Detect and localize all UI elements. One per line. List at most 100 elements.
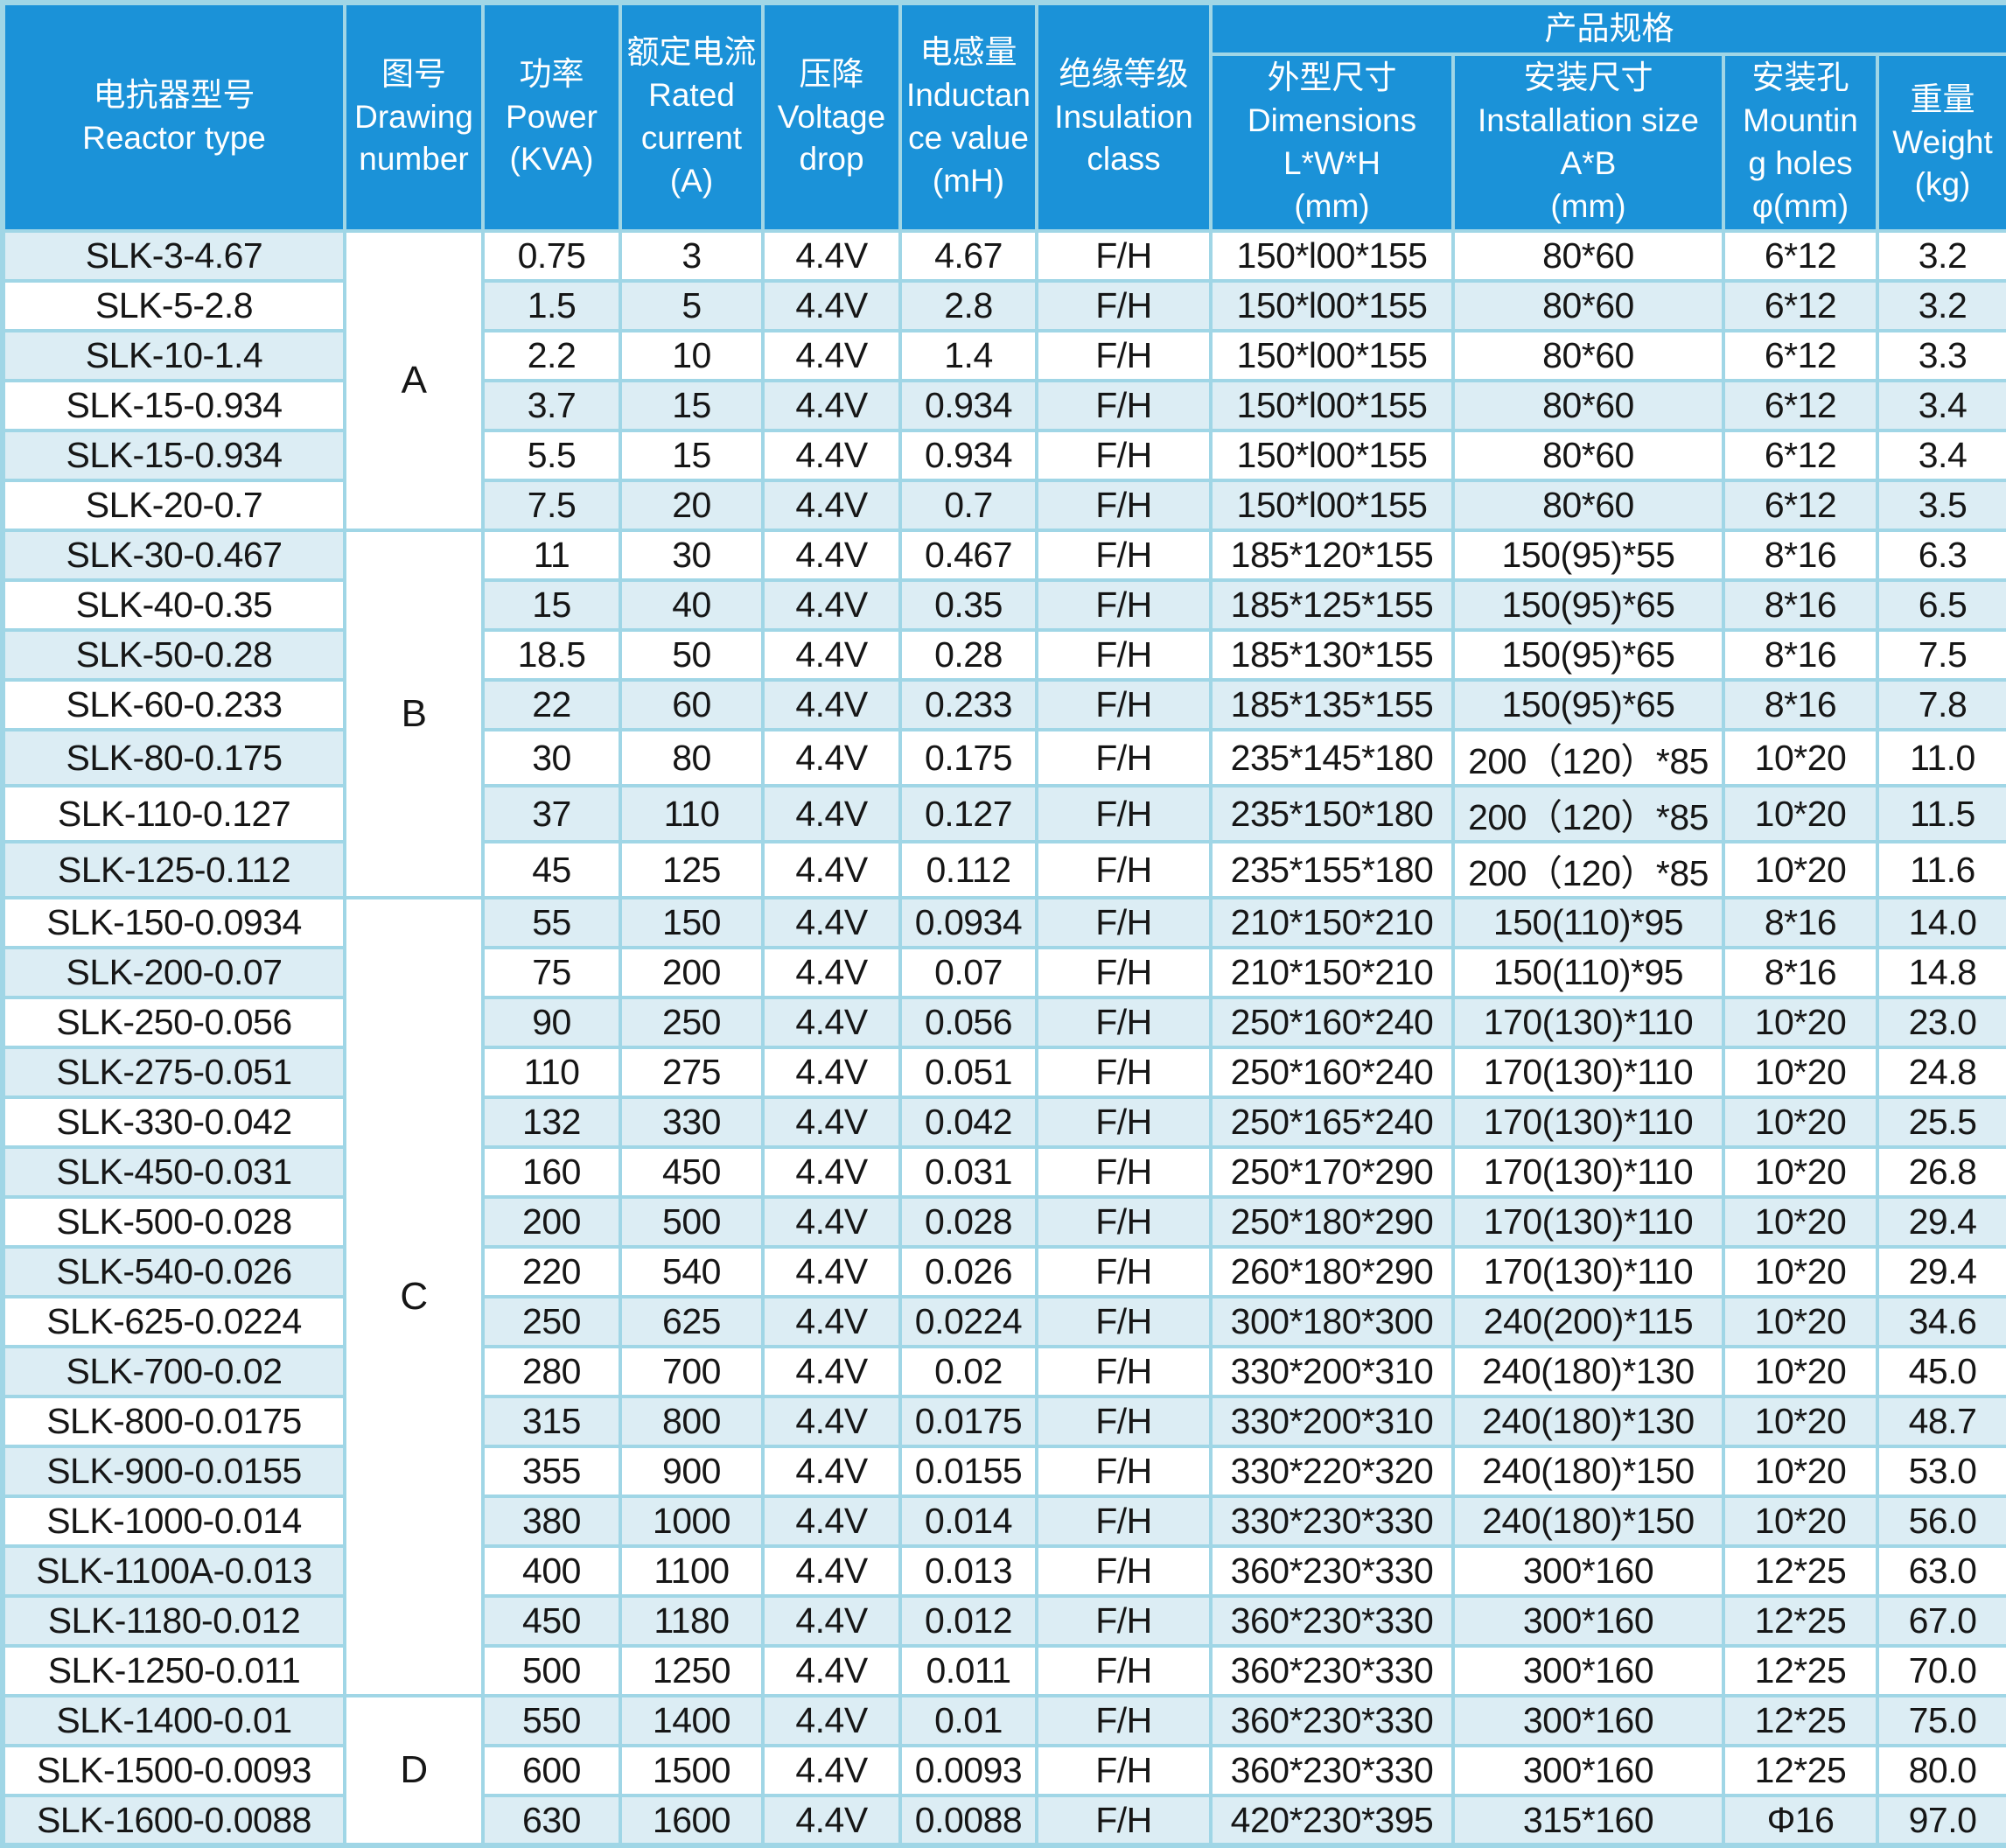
power-cell: 315 bbox=[481, 1395, 622, 1448]
weight-cell: 3.2 bbox=[1876, 229, 2006, 283]
voltage-drop-cell: 4.4V bbox=[761, 728, 902, 788]
mounting-holes-cell: 10*20 bbox=[1722, 1145, 1879, 1199]
installation-size-cell: 80*60 bbox=[1451, 479, 1725, 532]
dimensions-cell: 250*165*240 bbox=[1209, 1096, 1455, 1149]
insulation-class-cell: F/H bbox=[1035, 996, 1213, 1049]
rated-current-cell: 20 bbox=[619, 479, 765, 532]
installation-size-cell: 200（120）*85 bbox=[1451, 728, 1725, 788]
header-inductance: 电感量 Inductan ce value (mH) bbox=[898, 1, 1038, 233]
insulation-class-cell: F/H bbox=[1035, 1295, 1213, 1348]
mounting-holes-cell: 10*20 bbox=[1722, 1195, 1879, 1249]
weight-cell: 25.5 bbox=[1876, 1096, 2006, 1149]
power-cell: 355 bbox=[481, 1445, 622, 1498]
inductance-cell: 0.012 bbox=[898, 1594, 1038, 1648]
insulation-class-cell: F/H bbox=[1035, 1544, 1213, 1598]
table-row: SLK-900-0.0155 355 900 4.4V 0.0155 F/H 330*220… bbox=[1, 1445, 2006, 1498]
weight-cell: 7.8 bbox=[1876, 678, 2006, 732]
dimensions-cell: 250*160*240 bbox=[1209, 996, 1455, 1049]
dimensions-cell: 185*120*155 bbox=[1209, 528, 1455, 582]
inductance-cell: 0.0093 bbox=[898, 1744, 1038, 1797]
weight-cell: 97.0 bbox=[1876, 1794, 2006, 1847]
dimensions-cell: 420*230*395 bbox=[1209, 1794, 1455, 1847]
installation-size-cell: 80*60 bbox=[1451, 379, 1725, 432]
dimensions-cell: 360*230*330 bbox=[1209, 1644, 1455, 1698]
power-cell: 220 bbox=[481, 1245, 622, 1298]
insulation-class-cell: F/H bbox=[1035, 279, 1213, 332]
power-cell: 75 bbox=[481, 946, 622, 999]
insulation-class-cell: F/H bbox=[1035, 1046, 1213, 1099]
reactor-type-cell: SLK-15-0.934 bbox=[1, 429, 346, 482]
insulation-class-cell: F/H bbox=[1035, 479, 1213, 532]
reactor-type-cell: SLK-150-0.0934 bbox=[1, 896, 346, 949]
inductance-cell: 0.7 bbox=[898, 479, 1038, 532]
reactor-type-cell: SLK-20-0.7 bbox=[1, 479, 346, 532]
dimensions-cell: 150*l00*155 bbox=[1209, 279, 1455, 332]
power-cell: 550 bbox=[481, 1694, 622, 1747]
insulation-class-cell: F/H bbox=[1035, 1744, 1213, 1797]
rated-current-cell: 50 bbox=[619, 628, 765, 682]
dimensions-cell: 150*l00*155 bbox=[1209, 479, 1455, 532]
insulation-class-cell: F/H bbox=[1035, 1644, 1213, 1698]
weight-cell: 3.5 bbox=[1876, 479, 2006, 532]
weight-cell: 11.6 bbox=[1876, 840, 2006, 900]
mounting-holes-cell: 10*20 bbox=[1722, 1245, 1879, 1298]
installation-size-cell: 300*160 bbox=[1451, 1694, 1725, 1747]
weight-cell: 3.2 bbox=[1876, 279, 2006, 332]
voltage-drop-cell: 4.4V bbox=[761, 1744, 902, 1797]
table-row: SLK-450-0.031 160 450 4.4V 0.031 F/H 250*170*2… bbox=[1, 1145, 2006, 1199]
weight-cell: 67.0 bbox=[1876, 1594, 2006, 1648]
table-row: SLK-15-0.934 5.5 15 4.4V 0.934 F/H 150*l00*155… bbox=[1, 429, 2006, 482]
mounting-holes-cell: 10*20 bbox=[1722, 1345, 1879, 1398]
inductance-cell: 4.67 bbox=[898, 229, 1038, 283]
reactor-type-cell: SLK-330-0.042 bbox=[1, 1096, 346, 1149]
rated-current-cell: 80 bbox=[619, 728, 765, 788]
mounting-holes-cell: 8*16 bbox=[1722, 896, 1879, 949]
rated-current-cell: 60 bbox=[619, 678, 765, 732]
rated-current-cell: 5 bbox=[619, 279, 765, 332]
installation-size-cell: 200（120）*85 bbox=[1451, 784, 1725, 844]
insulation-class-cell: F/H bbox=[1035, 728, 1213, 788]
voltage-drop-cell: 4.4V bbox=[761, 1295, 902, 1348]
inductance-cell: 0.01 bbox=[898, 1694, 1038, 1747]
inductance-cell: 0.934 bbox=[898, 379, 1038, 432]
installation-size-cell: 170(130)*110 bbox=[1451, 1195, 1725, 1249]
insulation-class-cell: F/H bbox=[1035, 896, 1213, 949]
power-cell: 380 bbox=[481, 1494, 622, 1548]
table-row: SLK-125-0.112 45 125 4.4V 0.112 F/H 235*155*18… bbox=[1, 840, 2006, 900]
dimensions-cell: 330*200*310 bbox=[1209, 1395, 1455, 1448]
reactor-type-cell: SLK-1500-0.0093 bbox=[1, 1744, 346, 1797]
inductance-cell: 1.4 bbox=[898, 329, 1038, 382]
mounting-holes-cell: 10*20 bbox=[1722, 996, 1879, 1049]
mounting-holes-cell: 10*20 bbox=[1722, 1445, 1879, 1498]
installation-size-cell: 150(110)*95 bbox=[1451, 946, 1725, 999]
insulation-class-cell: F/H bbox=[1035, 1096, 1213, 1149]
insulation-class-cell: F/H bbox=[1035, 329, 1213, 382]
dimensions-cell: 250*170*290 bbox=[1209, 1145, 1455, 1199]
reactor-type-cell: SLK-1100A-0.013 bbox=[1, 1544, 346, 1598]
reactor-type-cell: SLK-10-1.4 bbox=[1, 329, 346, 382]
dimensions-cell: 360*230*330 bbox=[1209, 1744, 1455, 1797]
installation-size-cell: 170(130)*110 bbox=[1451, 1245, 1725, 1298]
reactor-type-cell: SLK-5-2.8 bbox=[1, 279, 346, 332]
table-row: SLK-275-0.051 110 275 4.4V 0.051 F/H 250*160*2… bbox=[1, 1046, 2006, 1099]
power-cell: 5.5 bbox=[481, 429, 622, 482]
voltage-drop-cell: 4.4V bbox=[761, 1445, 902, 1498]
weight-cell: 3.4 bbox=[1876, 379, 2006, 432]
weight-cell: 14.8 bbox=[1876, 946, 2006, 999]
voltage-drop-cell: 4.4V bbox=[761, 996, 902, 1049]
header-dimensions: 外型尺寸 Dimensions L*W*H (mm) bbox=[1209, 52, 1455, 233]
insulation-class-cell: F/H bbox=[1035, 784, 1213, 844]
insulation-class-cell: F/H bbox=[1035, 1395, 1213, 1448]
inductance-cell: 0.013 bbox=[898, 1544, 1038, 1598]
reactor-type-cell: SLK-40-0.35 bbox=[1, 578, 346, 632]
header-drawing-number: 图号 Drawing number bbox=[343, 1, 485, 233]
installation-size-cell: 150(95)*55 bbox=[1451, 528, 1725, 582]
inductance-cell: 0.014 bbox=[898, 1494, 1038, 1548]
insulation-class-cell: F/H bbox=[1035, 628, 1213, 682]
installation-size-cell: 170(130)*110 bbox=[1451, 1096, 1725, 1149]
installation-size-cell: 150(95)*65 bbox=[1451, 678, 1725, 732]
voltage-drop-cell: 4.4V bbox=[761, 784, 902, 844]
reactor-type-cell: SLK-900-0.0155 bbox=[1, 1445, 346, 1498]
